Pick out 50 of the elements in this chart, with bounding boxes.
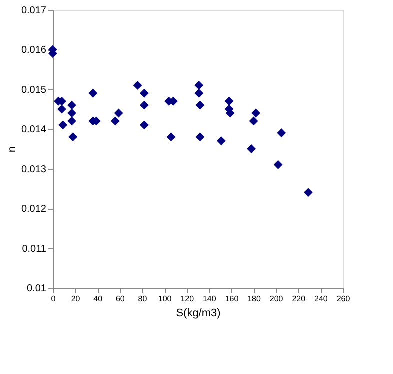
y-tick-label: 0.012 (21, 204, 47, 216)
point (274, 160, 283, 170)
x-tick-label: 260 (336, 294, 351, 304)
point (67, 116, 76, 126)
point (110, 116, 120, 126)
x-tick-label: 20 (71, 294, 81, 304)
point (88, 88, 98, 98)
point (166, 132, 176, 142)
x-tick-label: 60 (116, 294, 126, 304)
point (194, 88, 204, 98)
y-tick-label: 0.016 (21, 45, 47, 56)
x-tick-label: 0 (51, 294, 56, 304)
x-tick-label: 240 (314, 294, 328, 304)
point (58, 120, 68, 130)
x-tick-label: 200 (270, 294, 284, 304)
point (133, 80, 142, 90)
point (252, 108, 260, 118)
y-tick-label: 0.015 (21, 84, 47, 96)
y-tick-label: 0.017 (21, 6, 47, 16)
y-tick-label: 0.01 (27, 284, 47, 294)
point (194, 80, 204, 90)
point (196, 132, 205, 142)
x-axis-title: S(kg/m3) (176, 308, 221, 320)
point (114, 108, 124, 118)
x-tick-label: 80 (138, 294, 148, 304)
x-tick-label: 100 (158, 294, 172, 304)
x-tick-label: 160 (225, 294, 240, 304)
x-tick-label: 120 (180, 294, 195, 304)
point (249, 116, 258, 126)
y-tick-label: 0.013 (21, 164, 47, 176)
point (224, 96, 234, 106)
point (67, 108, 76, 118)
x-tick-label: 40 (94, 294, 104, 304)
x-tick-label: 140 (202, 294, 217, 304)
x-tick-label: 180 (248, 294, 262, 304)
y-axis-title: n (6, 146, 18, 153)
point (68, 132, 78, 142)
point (67, 100, 76, 110)
point (277, 128, 286, 138)
point (304, 188, 313, 198)
y-tick-label: 0.014 (21, 124, 47, 136)
point (247, 144, 256, 154)
point (140, 100, 149, 110)
point (216, 136, 226, 146)
point (140, 120, 149, 130)
point (57, 104, 66, 114)
y-tick-label: 0.011 (22, 244, 47, 255)
x-tick-label: 220 (292, 294, 306, 304)
point (196, 100, 205, 110)
point (140, 88, 149, 98)
